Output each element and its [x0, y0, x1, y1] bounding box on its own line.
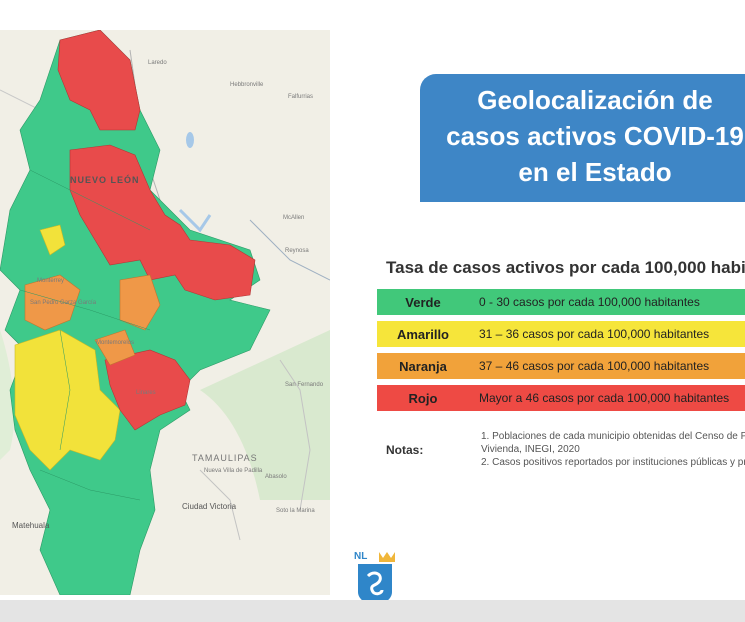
legend-row-rojo: Rojo Mayor a 46 casos por cada 100,000 h… — [377, 385, 745, 411]
region-naranja — [24, 274, 81, 331]
place-san-pedro: San Pedro Garza García — [30, 300, 97, 306]
legend-row-naranja: Naranja 37 – 46 casos por cada 100,000 h… — [377, 353, 745, 379]
legend-desc: Mayor a 46 casos por cada 100,000 habita… — [479, 391, 730, 405]
title-banner — [420, 74, 745, 202]
nuevo-leon-shield-icon — [352, 550, 398, 600]
region-rojo-sur — [104, 349, 191, 431]
place-abasolo: Abasolo — [265, 474, 287, 480]
covid-map[interactable]: Laredo Hebbronville Falfurrias NUEVO LEÓ… — [0, 30, 330, 595]
legend-desc: 37 – 46 casos por cada 100,000 habitante… — [479, 359, 710, 373]
legend-name: Rojo — [408, 390, 438, 406]
note-line: 2. Casos positivos reportados por instit… — [481, 457, 745, 468]
logo-text: NL — [354, 551, 368, 562]
place-monterrey: Monterrey — [37, 278, 65, 284]
notes-label: Notas: — [386, 443, 424, 457]
place-ciudad-victoria: Ciudad Victoria — [182, 502, 237, 511]
place-laredo: Laredo — [148, 60, 167, 66]
legend-desc: 31 – 36 casos por cada 100,000 habitante… — [479, 327, 710, 341]
bottom-strip — [0, 600, 745, 622]
page-title: Geolocalización de casos activos COVID-1… — [446, 85, 744, 187]
notes: 1. Poblaciones de cada municipio obtenid… — [481, 430, 745, 469]
slide: Laredo Hebbronville Falfurrias NUEVO LEÓ… — [0, 0, 745, 600]
place-linares: Linares — [136, 390, 156, 396]
place-montemorelos: Montemorelos — [96, 340, 135, 346]
tamaulipas-label: TAMAULIPAS — [192, 453, 258, 463]
place-reynosa: Reynosa — [285, 248, 309, 254]
place-soto-la-marina: Soto la Marina — [276, 508, 315, 514]
legend-name: Naranja — [399, 358, 447, 374]
legend-row-verde: Verde 0 - 30 casos por cada 100,000 habi… — [377, 289, 745, 315]
legend: Verde 0 - 30 casos por cada 100,000 habi… — [377, 289, 745, 417]
legend-desc: 0 - 30 casos por cada 100,000 habitantes — [479, 295, 700, 309]
place-hebbronville: Hebbronville — [230, 82, 264, 88]
place-mcallen: McAllen — [283, 215, 305, 221]
map-graphic — [0, 30, 330, 595]
place-matehuala: Matehuala — [12, 521, 50, 530]
legend-row-amarillo: Amarillo 31 – 36 casos por cada 100,000 … — [377, 321, 745, 347]
place-san-fernando: San Fernando — [285, 382, 324, 388]
region-rojo-norte — [57, 30, 141, 131]
note-line: Vivienda, INEGI, 2020 — [481, 444, 580, 455]
legend-name: Verde — [405, 294, 441, 310]
place-nueva-villa: Nueva Villa de Padilla — [204, 468, 263, 474]
state-label: NUEVO LEÓN — [70, 175, 140, 185]
note-line: 1. Poblaciones de cada municipio obtenid… — [481, 431, 745, 442]
legend-name: Amarillo — [396, 326, 449, 342]
region-rojo-centro — [69, 144, 256, 301]
legend-subtitle: Tasa de casos activos por cada 100,000 h… — [386, 258, 745, 277]
place-falfurrias: Falfurrias — [288, 94, 314, 100]
region-amarillo — [14, 329, 121, 471]
